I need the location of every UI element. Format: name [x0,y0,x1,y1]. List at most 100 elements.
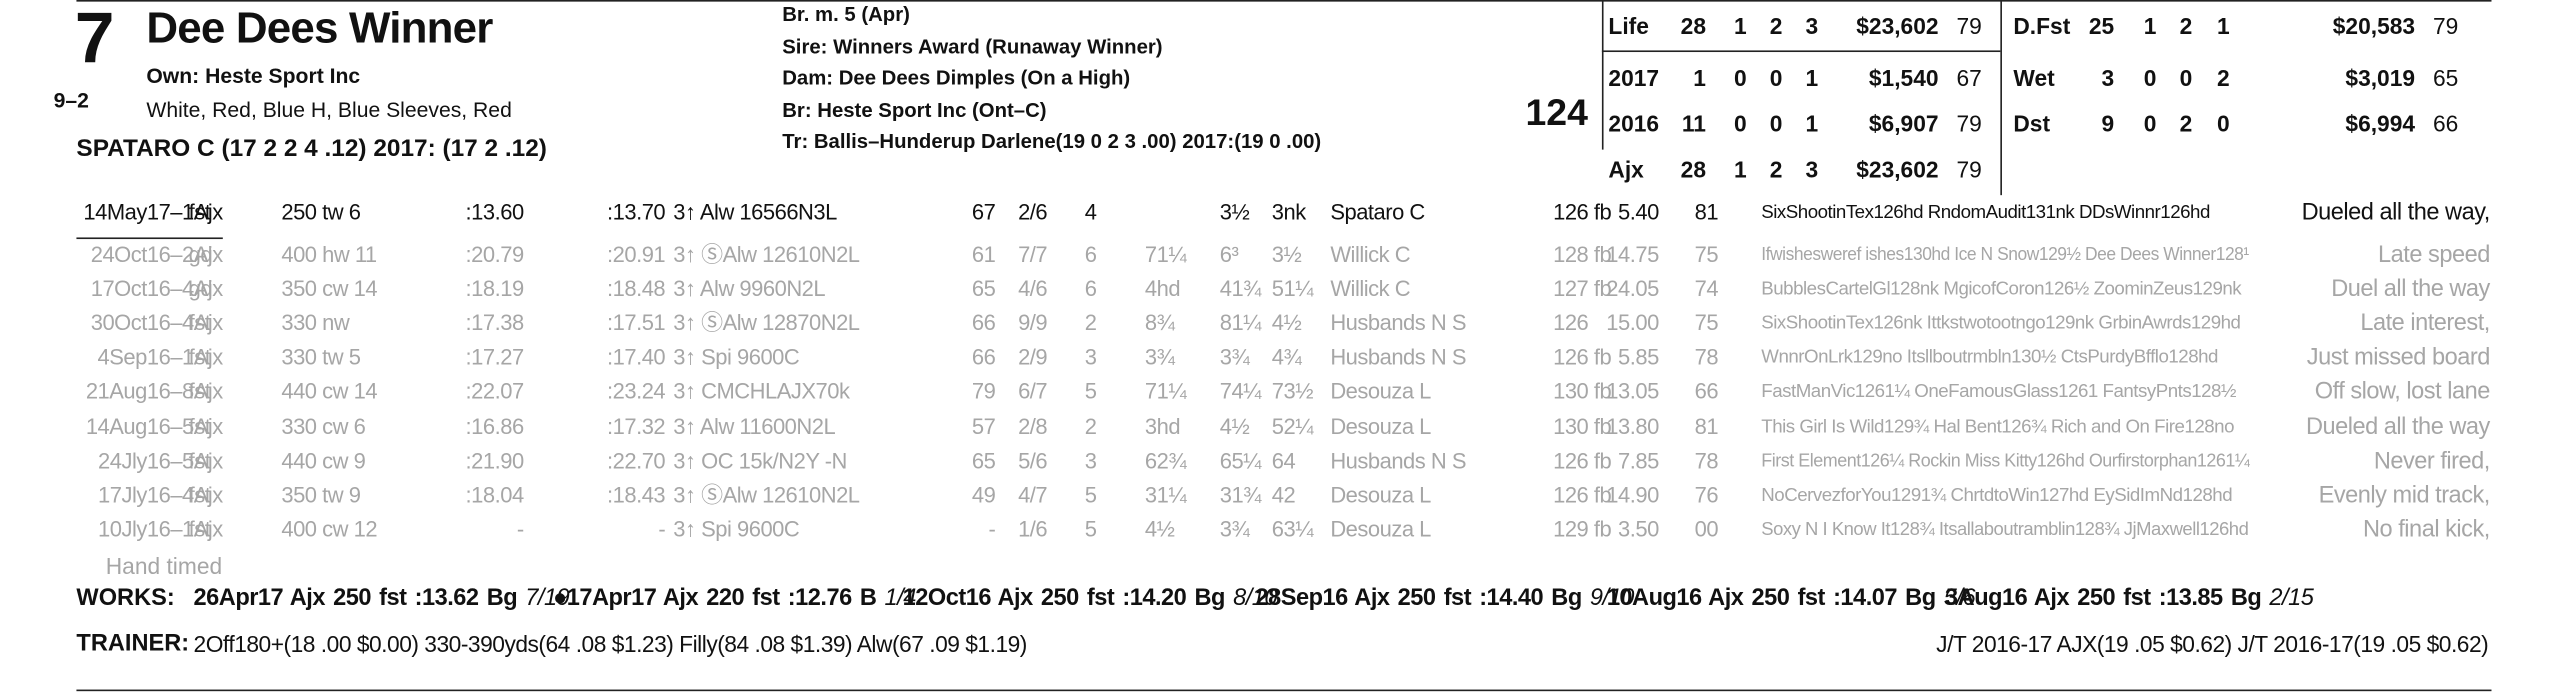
pp-cell: fst [188,448,211,473]
work-field: Ajx [1708,585,1744,612]
work-field: 8/10 [1233,585,1278,612]
pp-cell: 3↑ Alw 11600N2L [673,413,836,439]
pp-cell: 5 [1084,379,1097,404]
pp-cell: 3↑ ⓈAlw 12870N2L [673,310,860,336]
surface-record-cell: $20,583 [2332,13,2416,40]
pp-cell: 17Oct16–4Ajx [90,276,224,302]
pp-cell: 3 [1084,448,1097,473]
pp-cell: fst [188,482,211,507]
pp-cell: 126 fb [1553,345,1612,370]
pp-cell: BubblesCartelGl128nk MgicofCoron126½ Zoo… [1761,279,2242,300]
pp-cell: 66 [971,345,996,370]
pp-cell: 4Sep16–1Ajx [97,345,224,370]
pp-cell: Desouza L [1330,482,1431,507]
morning-line: 9–2 [53,87,89,113]
pp-cell: 81 [1694,413,1719,439]
pp-cell: 126 fb [1553,200,1612,225]
pp-cell: 440 cw 9 [281,448,366,473]
work-field: B [859,585,877,612]
pp-cell: 71¼ [1144,379,1187,404]
pp-cell: 6/7 [1018,379,1048,404]
pp-cell: 4hd [1144,276,1181,302]
surface-record-cell: 2 [2179,13,2193,40]
program-number: 7 [74,0,115,79]
pp-cell: 14.75 [1606,242,1659,267]
pp-cell: 5.85 [1618,345,1659,370]
pp-cell: 4¾ [1271,345,1302,370]
work-entry: 10Aug16 Ajx 250 fst:14.07 Bg 5/6 [1607,587,1983,611]
bottom-rule [76,689,2492,692]
work-field: 250 [333,585,371,612]
work-entry: 26Apr17 Ajx 250 fst:13.62 Bg 7/19 [194,587,578,611]
work-field: fst [1443,585,1472,612]
pp-cell: fst [188,345,211,370]
pp-cell: 2/8 [1018,413,1048,439]
pp-cell: 51¼ [1271,276,1314,302]
record-cell: 67 [1956,65,1982,92]
pp-cell: 13.05 [1606,379,1659,404]
record-divider [2000,0,2002,196]
record-cell: 11 [1681,110,1706,137]
timing-note: Hand timed [105,552,223,579]
pp-cell: 440 cw 14 [281,379,378,404]
work-field: 2/15 [2269,585,2314,612]
record-cell: 28 [1680,156,1706,183]
pp-cell: Husbands N S [1330,310,1467,336]
record-box-left [1601,0,1604,150]
pp-cell: 126 fb [1553,448,1612,473]
work-field: :13.62 [414,585,479,612]
surface-record-cell: 1 [2216,13,2230,40]
pp-cell: 4/7 [1018,482,1048,507]
surface-record-cell: 1 [2143,13,2157,40]
work-field: 250 [1751,585,1790,612]
pp-cell: Willick C [1330,242,1411,267]
pp-cell: Never fired, [2373,448,2491,475]
breeding-line: Sire: Winners Award (Runaway Winner) [782,34,1163,58]
pp-cell: 66 [1694,379,1719,404]
pp-cell: Ifwishesweref ishes130hd Ice N Snow129½ … [1761,245,2249,266]
work-field: :14.07 [1833,585,1898,612]
pp-cell: 126 fb [1553,482,1612,507]
work-field: ●17Apr17 [552,585,657,612]
pp-cell: 10Jly16–1Ajx [98,516,223,542]
pp-cell: No final kick, [2363,516,2490,543]
work-field: Bg [1905,585,1936,612]
pp-cell: 24.05 [1606,276,1659,302]
work-field: Bg [2230,585,2262,612]
work-field: 3Aug16 [1945,585,2028,612]
pp-cell: 400 cw 12 [281,516,378,542]
surface-record-cell: Dst [2013,110,2051,137]
pp-cell: 3↑ Alw 9960N2L [673,276,826,302]
silks: White, Red, Blue H, Blue Sleeves, Red [146,97,512,122]
pp-cell: 4½ [1144,516,1175,542]
pp-cell: 6³ [1219,242,1239,267]
pp-cell: 128 fb [1553,242,1612,267]
work-field: 7/19 [525,585,570,612]
pp-cell: Late interest, [2360,310,2490,337]
pp-cell: 24Jly16–5Ajx [98,448,223,473]
pp-cell: 2/6 [1018,200,1048,225]
pp-cell: 3nk [1271,200,1306,225]
record-cell: 1 [1733,13,1747,40]
pp-cell: 7.85 [1618,448,1659,473]
pp-cell: 76 [1694,482,1719,507]
trainer-label: TRAINER: [76,631,190,658]
surface-record-cell: $3,019 [2345,65,2416,92]
surface-record-cell: 2 [2216,65,2230,92]
pp-cell: :17.27 [465,345,525,370]
pp-cell: Just missed board [2306,345,2491,372]
pp-cell: 67 [971,200,996,225]
pp-cell: :18.19 [465,276,525,302]
pp-cell: 3↑ OC 15k/N2Y -N [673,448,847,473]
pp-cell: 3.50 [1618,516,1659,542]
pp-cell: 3½ [1271,242,1302,267]
record-cell: $23,602 [1856,156,1939,183]
pp-cell: 52¼ [1271,413,1314,439]
record-cell: 1 [1733,156,1747,183]
pp-cell: Late speed [2378,242,2490,269]
pp-cell: 65 [971,448,996,473]
pp-cell: 31¼ [1144,482,1187,507]
work-field: fst [379,585,407,612]
work-entry: 12Oct16 Ajx 250 fst:14.20 Bg 8/10 [903,587,1286,611]
pp-cell: :13.70 [607,200,666,225]
